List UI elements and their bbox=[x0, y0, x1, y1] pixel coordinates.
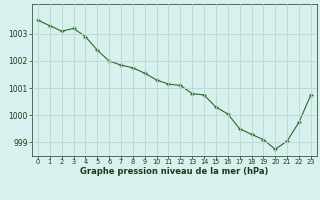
X-axis label: Graphe pression niveau de la mer (hPa): Graphe pression niveau de la mer (hPa) bbox=[80, 167, 268, 176]
